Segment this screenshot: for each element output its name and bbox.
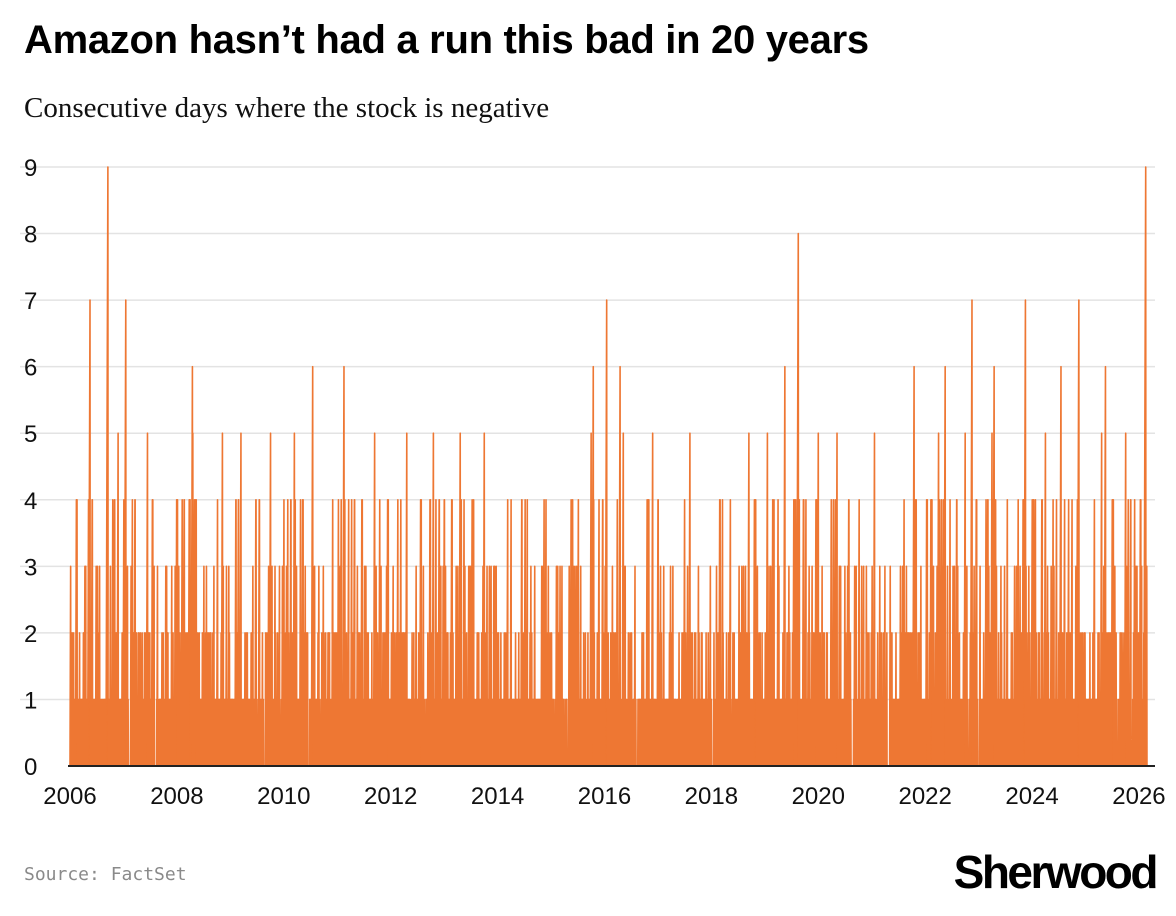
y-tick-label: 2 xyxy=(24,621,37,648)
y-axis-ticks: 0 1 2 3 4 5 6 7 8 9 xyxy=(24,155,37,781)
y-tick-label: 3 xyxy=(24,554,37,581)
source-note: Source: FactSet xyxy=(24,864,187,885)
x-tick-label: 2024 xyxy=(1005,783,1058,810)
x-tick-label: 2010 xyxy=(257,783,310,810)
y-tick-label: 8 xyxy=(24,222,37,249)
y-tick-label: 4 xyxy=(24,488,37,515)
series-area xyxy=(69,166,1148,767)
x-tick-label: 2012 xyxy=(364,783,417,810)
x-tick-label: 2008 xyxy=(150,783,203,810)
y-tick-label: 5 xyxy=(24,421,37,448)
x-tick-label: 2014 xyxy=(471,783,524,810)
chart-subtitle: Consecutive days where the stock is nega… xyxy=(24,92,550,124)
chart-title: Amazon hasn’t had a run this bad in 20 y… xyxy=(24,18,869,62)
y-tick-label: 0 xyxy=(24,754,37,781)
y-tick-label: 7 xyxy=(24,288,37,315)
brand-logo: Sherwood xyxy=(953,846,1159,898)
negative-days-series xyxy=(69,166,1148,767)
x-tick-label: 2022 xyxy=(898,783,951,810)
y-tick-label: 1 xyxy=(24,687,37,714)
x-tick-label: 2020 xyxy=(792,783,845,810)
x-tick-label: 2006 xyxy=(43,783,96,810)
y-tick-label: 9 xyxy=(24,155,37,182)
x-axis-ticks: 2006 2008 2010 2012 2014 2016 2018 2020 2022 2024… xyxy=(43,783,1165,810)
y-tick-label: 6 xyxy=(24,355,37,382)
x-tick-label: 2026 xyxy=(1112,783,1165,810)
x-tick-label: 2016 xyxy=(578,783,631,810)
x-tick-label: 2018 xyxy=(685,783,738,810)
